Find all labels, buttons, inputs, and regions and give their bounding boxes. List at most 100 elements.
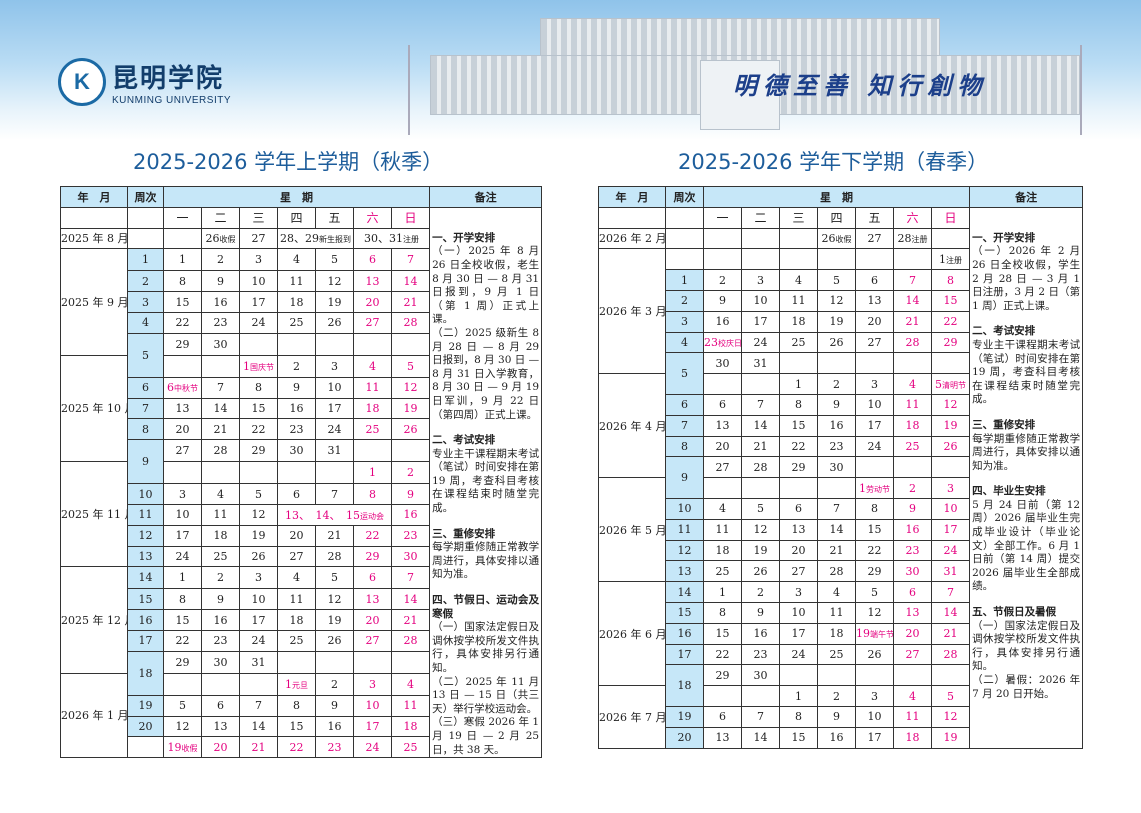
date-number: 6 [909, 585, 916, 599]
weekday-label: 三 [779, 206, 818, 229]
date-cell: 29 [163, 332, 202, 356]
date-number: 5 [255, 487, 262, 501]
date-cell: 26 [930, 435, 971, 458]
date-number: 27 [867, 335, 882, 349]
date-cell: 25 [817, 643, 856, 666]
date-cell [277, 650, 316, 674]
calendar-row: 15 8 9 10 11 12 13 14 [599, 601, 1083, 624]
week-number-cell: 5 [665, 352, 704, 395]
date-cell: 18 [893, 726, 932, 749]
date-cell: 2 [390, 461, 431, 485]
date-cell: 11 [893, 393, 932, 416]
date-cell: 9 [817, 393, 856, 416]
date-number: 14 [251, 719, 266, 733]
logo-text: 昆明学院 KUNMING UNIVERSITY [112, 58, 231, 106]
date-number: 6 [293, 487, 300, 501]
date-number: 3 [369, 677, 376, 691]
calendar-row: 8 20 21 22 23 24 25 26 [599, 435, 1083, 458]
month-cell: 2026 年 5 月 [598, 477, 666, 583]
date-number: 5 [871, 585, 878, 599]
calendar-row: 6 6中秋节 7 8 9 10 11 12 [61, 376, 542, 399]
date-number: 13 [213, 719, 228, 733]
date-cell: 16 [390, 503, 431, 526]
date-number: 17 [251, 613, 266, 627]
date-cell: 18 [201, 524, 240, 547]
date-cell: 14 [201, 397, 240, 420]
date-number: 20 [175, 422, 190, 436]
date-number: 31 [251, 655, 266, 669]
date-cell: 20 [779, 539, 818, 562]
date-number: 2 [833, 377, 840, 391]
date-cell: 8 [277, 694, 316, 717]
date-cell: 8 [930, 269, 971, 291]
date-cell: 20 [277, 524, 316, 547]
date-cell [741, 227, 780, 250]
remark-heading: 四、节假日、运动会及寒假 [432, 594, 540, 620]
week-number-cell: 7 [665, 414, 704, 437]
week-number-cell: 20 [665, 726, 704, 749]
date-cell: 15 [163, 609, 202, 631]
date-number: 2 [217, 571, 224, 585]
date-cell [817, 664, 856, 687]
date-number: 8 [719, 606, 726, 620]
date-cell: 31 [315, 439, 354, 463]
date-number: 11 [289, 592, 304, 606]
date-number: 7 [757, 398, 764, 412]
date-number: 3 [871, 377, 878, 391]
date-cell: 17 [163, 524, 202, 547]
week-number-cell: 12 [127, 524, 164, 547]
date-number: 27 [791, 564, 806, 578]
date-number: 9 [909, 502, 916, 516]
date-cell: 12 [930, 705, 971, 728]
date-cell: 5 [239, 483, 278, 505]
date-cell: 26 [817, 331, 856, 354]
remark-text: 每学期重修随正常教学周进行，具体安排以通知为准。 [432, 541, 540, 581]
date-number: 12 [175, 719, 190, 733]
week-number-cell: 12 [665, 539, 704, 562]
date-cell: 1注册 [930, 248, 971, 271]
date-cell: 11 [277, 588, 316, 611]
week-number-cell: 2 [127, 270, 164, 293]
month-cell: 2025 年 12 月 [60, 566, 128, 674]
date-cell: 25 [277, 311, 316, 334]
date-cell: 31 [239, 650, 278, 674]
calendar-row: 19收假 20 21 22 23 24 25 [61, 736, 542, 759]
date-number: 11 [905, 710, 920, 724]
date-cell: 4 [277, 248, 316, 272]
date-cell: 31 [930, 560, 971, 583]
date-number: 7 [757, 710, 764, 724]
date-number: 31 [753, 356, 768, 370]
date-number: 28 [403, 634, 418, 648]
date-number: 1 [179, 571, 186, 585]
empty-cell [127, 206, 164, 229]
weekdays-header: 星 期 [702, 186, 971, 208]
date-cell: 28、29新生报到 [277, 227, 354, 250]
calendar-row: 20 13 14 15 16 17 18 19 [599, 726, 1083, 749]
date-number: 5 [331, 571, 338, 585]
date-number: 22 [715, 647, 730, 661]
date-cell: 4 [353, 354, 392, 378]
date-cell: 8 [163, 588, 202, 611]
weekday-label: 三 [239, 206, 278, 229]
date-number: 7 [217, 381, 224, 395]
date-number: 14 [403, 274, 418, 288]
date-cell: 5 [817, 269, 856, 291]
week-number-cell: 18 [665, 664, 704, 707]
date-number: 10 [327, 381, 342, 395]
date-cell: 10 [779, 601, 818, 624]
date-number: 19 [327, 613, 342, 627]
date-number: 1 [719, 585, 726, 599]
date-number: 11 [791, 294, 806, 308]
date-number: 23 [829, 439, 844, 453]
date-cell [201, 461, 240, 485]
weekday-label: 一 [703, 206, 742, 229]
date-cell: 21 [741, 435, 780, 458]
date-cell: 12 [239, 503, 278, 526]
date-cell: 22 [779, 435, 818, 458]
calendar-row: 12 18 19 20 21 22 23 24 [599, 539, 1083, 562]
date-number: 26 [943, 439, 958, 453]
date-number: 17 [867, 419, 882, 433]
date-cell [817, 248, 856, 271]
date-number: 24 [791, 647, 806, 661]
date-cell: 1 [163, 566, 202, 590]
